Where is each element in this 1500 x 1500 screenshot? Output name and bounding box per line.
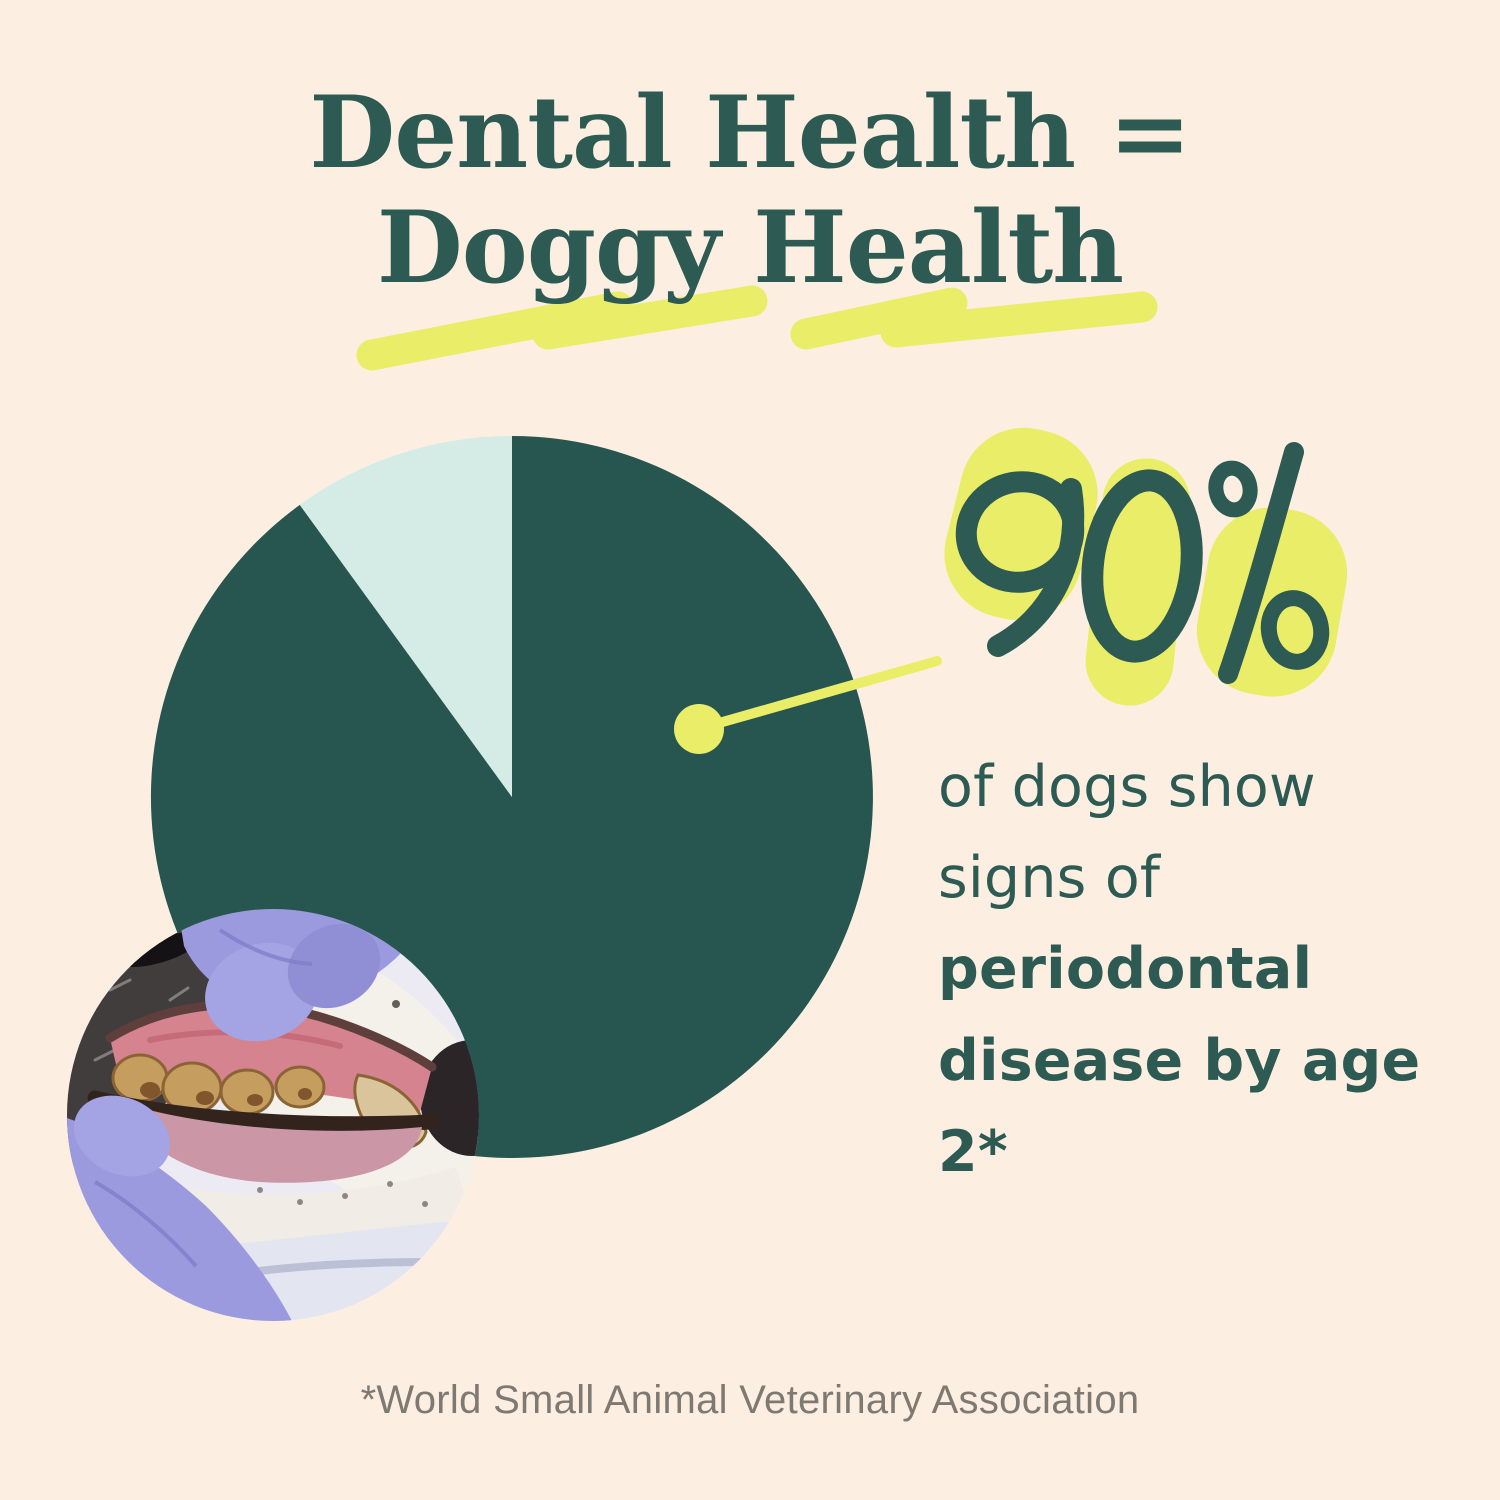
- title-underline-scribble: [356, 285, 1158, 371]
- pie-slice-10-percent: [299, 436, 512, 797]
- callout-dot: [674, 704, 724, 754]
- source-footnote: *World Small Animal Veterinary Associati…: [360, 1378, 1140, 1422]
- page-title: Dental Health = Doggy Health: [0, 76, 1500, 306]
- stat-description: of dogs show signs of periodontal diseas…: [938, 742, 1430, 1198]
- stat-description-regular: of dogs show signs of: [938, 754, 1316, 912]
- stat-description-bold: periodontal disease by age 2*: [938, 936, 1421, 1185]
- callout-connector: [674, 656, 942, 754]
- stat-value-drawing: [955, 442, 1330, 684]
- page-title-line1: Dental Health =: [309, 75, 1191, 191]
- page-title-line2: Doggy Health: [376, 189, 1124, 306]
